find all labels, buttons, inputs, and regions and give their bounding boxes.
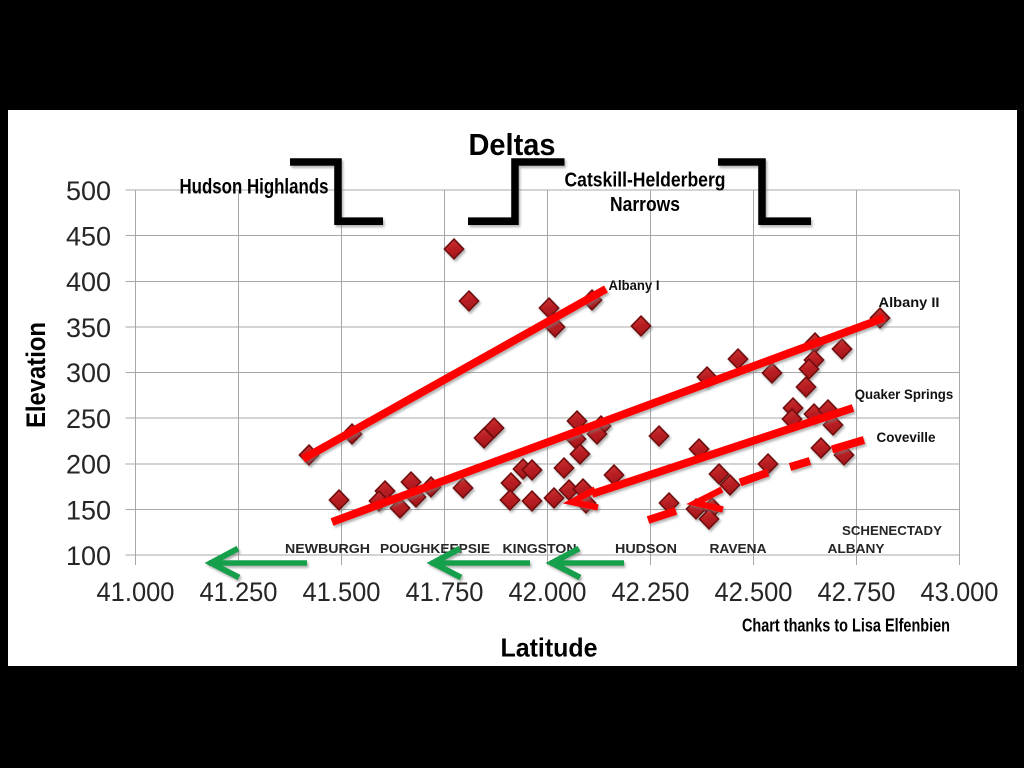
svg-text:RAVENA: RAVENA [710,541,768,556]
svg-text:Catskill-Helderberg: Catskill-Helderberg [565,170,726,192]
svg-text:Latitude: Latitude [501,633,598,663]
svg-text:Albany I: Albany I [609,277,660,293]
svg-text:41.000: 41.000 [97,577,175,607]
svg-text:Coveville: Coveville [877,429,936,445]
svg-text:42.250: 42.250 [612,577,690,607]
svg-text:100: 100 [66,541,111,571]
svg-text:150: 150 [66,495,111,525]
svg-text:41.500: 41.500 [303,577,381,607]
svg-text:42.500: 42.500 [715,577,793,607]
svg-text:41.750: 41.750 [406,577,484,607]
svg-text:Hudson Highlands: Hudson Highlands [180,175,329,199]
svg-text:Albany II: Albany II [879,294,940,310]
svg-text:KINGSTON: KINGSTON [503,541,577,556]
svg-text:Chart thanks to Lisa Elfenbien: Chart thanks to Lisa Elfenbien [742,615,950,636]
svg-text:300: 300 [66,358,111,388]
svg-text:200: 200 [66,450,111,480]
svg-text:43.000: 43.000 [921,577,999,607]
svg-text:42.750: 42.750 [818,577,896,607]
svg-text:Narrows: Narrows [610,194,680,216]
svg-text:POUGHKEEPSIE: POUGHKEEPSIE [380,541,490,556]
svg-text:500: 500 [66,176,111,206]
svg-text:ALBANY: ALBANY [828,541,885,556]
svg-text:250: 250 [66,404,111,434]
svg-text:SCHENECTADY: SCHENECTADY [842,523,942,538]
svg-text:Elevation: Elevation [21,322,51,428]
svg-text:Deltas: Deltas [469,127,556,162]
svg-text:450: 450 [66,222,111,252]
svg-text:400: 400 [66,267,111,297]
svg-text:42.000: 42.000 [509,577,587,607]
svg-text:Quaker Springs: Quaker Springs [855,386,954,402]
svg-text:350: 350 [66,313,111,343]
svg-text:HUDSON: HUDSON [615,541,677,556]
svg-text:NEWBURGH: NEWBURGH [285,541,370,556]
svg-text:41.250: 41.250 [200,577,278,607]
